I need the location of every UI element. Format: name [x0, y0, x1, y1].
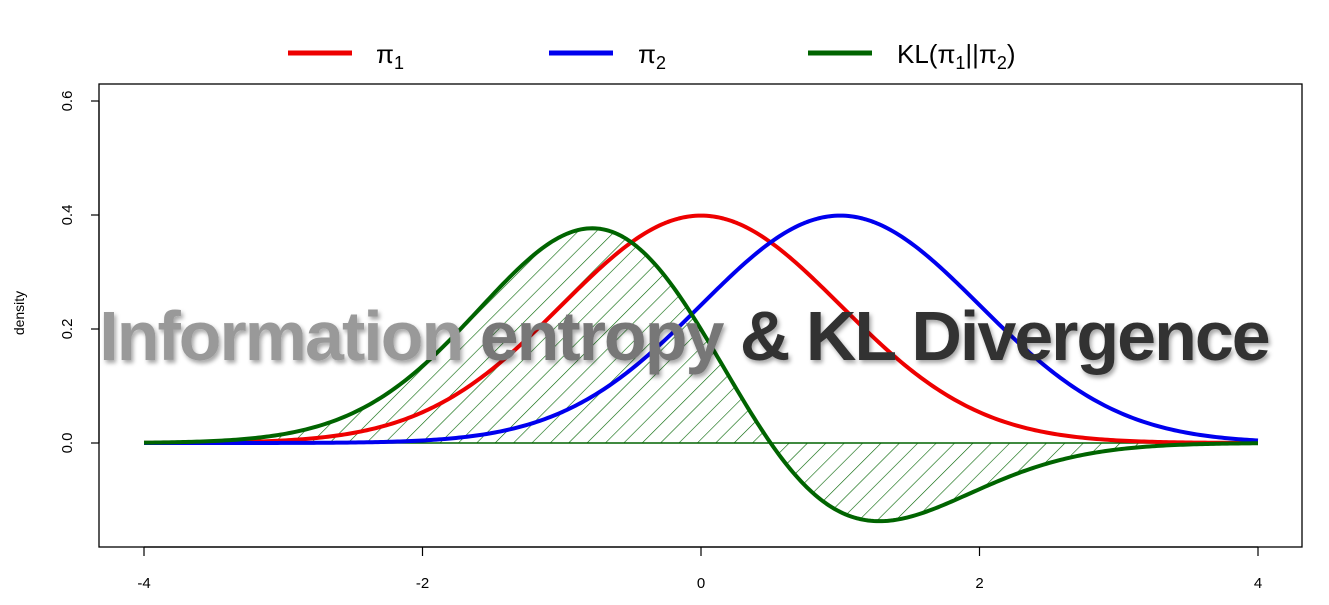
y-axis-title: density [11, 291, 27, 335]
title-part-entropy: entropy [480, 297, 740, 375]
legend: π1 π2 KL(π1||π2) [288, 39, 1016, 73]
legend-item-pi1: π1 [288, 39, 404, 73]
y-axis: 0.0 0.2 0.4 0.6 density [11, 91, 100, 454]
legend-label-kl: KL(π1||π2) [897, 39, 1016, 73]
x-tick-label: 4 [1254, 575, 1262, 592]
y-tick-label: 0.2 [59, 319, 76, 340]
legend-item-pi2: π2 [549, 39, 666, 73]
kl-shaded-area [144, 228, 1258, 522]
x-tick-label: 2 [975, 575, 983, 592]
series-line-pi2 [144, 213, 1259, 445]
series-line-pi1 [144, 213, 1258, 445]
legend-label-pi2: π2 [638, 39, 666, 73]
y-tick-label: 0.0 [59, 433, 76, 454]
x-tick-label: -4 [137, 575, 150, 592]
x-ticks: -4 -2 0 2 4 [137, 547, 1262, 592]
x-tick-label: 0 [697, 575, 705, 592]
chart-title: Information entropy & KL Divergence [99, 297, 1269, 375]
title-part-information: Information [99, 297, 479, 375]
y-tick-label: 0.4 [59, 205, 76, 226]
series-line-kl [143, 226, 1259, 524]
x-axis: -4 -2 0 2 4 [137, 546, 1262, 592]
x-tick-label: -2 [416, 575, 429, 592]
y-ticks: 0.0 0.2 0.4 0.6 [59, 91, 99, 454]
legend-label-pi1: π1 [376, 39, 404, 73]
y-tick-label: 0.6 [59, 91, 76, 112]
legend-item-kl: KL(π1||π2) [808, 39, 1016, 73]
title-part-kl-divergence: & KL Divergence [740, 297, 1269, 375]
